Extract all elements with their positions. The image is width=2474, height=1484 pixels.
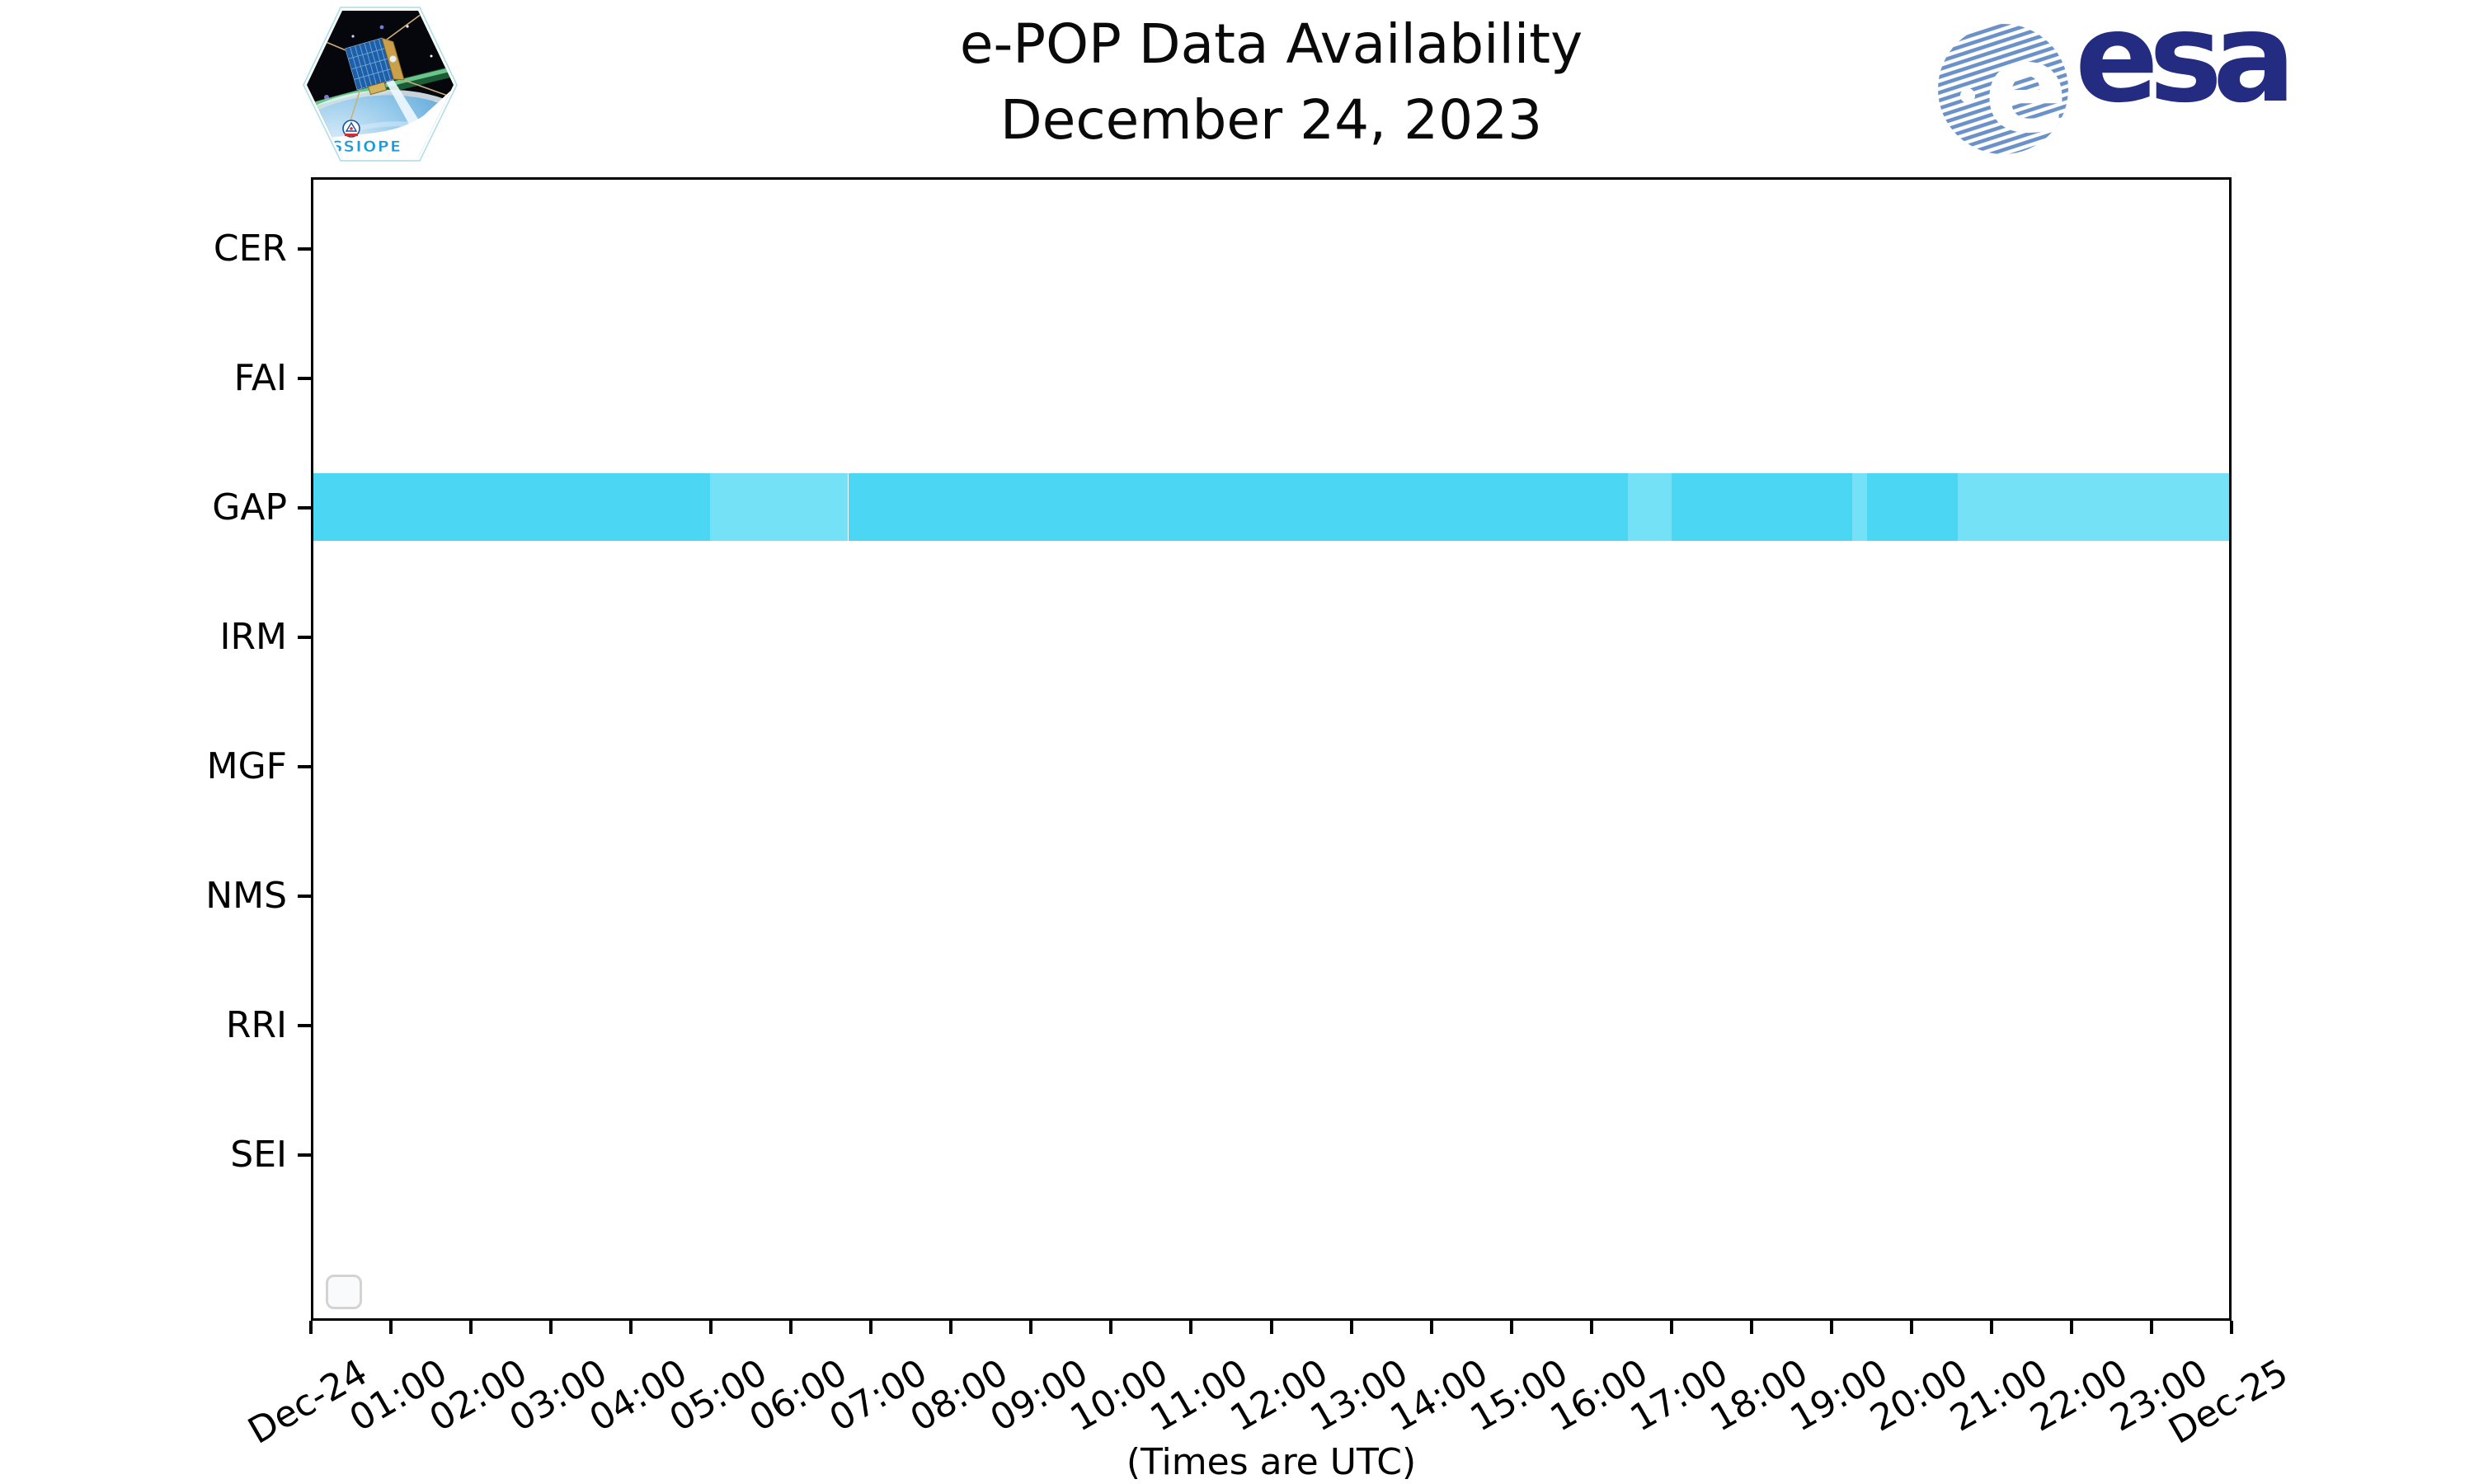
y-tick-mark xyxy=(298,377,311,380)
chart-title-block: e-POP Data Availability December 24, 202… xyxy=(577,7,1965,158)
x-tick-mark xyxy=(2069,1321,2073,1334)
x-tick-mark xyxy=(549,1321,553,1334)
x-tick-mark xyxy=(1669,1321,1673,1334)
x-tick-mark xyxy=(949,1321,953,1334)
y-tick-label-rri: RRI xyxy=(225,1004,287,1046)
x-tick-mark xyxy=(1349,1321,1353,1334)
gap-availability-segment xyxy=(1866,473,1958,541)
x-axis-label: (Times are UTC) xyxy=(1126,1441,1417,1483)
y-tick-mark xyxy=(298,506,311,510)
y-tick-label-nms: NMS xyxy=(205,875,287,917)
x-tick-mark xyxy=(1829,1321,1833,1334)
esa-wordmark: esa xyxy=(2075,0,2296,130)
x-tick-mark xyxy=(1269,1321,1273,1334)
y-tick-label-sei: SEI xyxy=(230,1134,287,1176)
y-tick-label-mgf: MGF xyxy=(206,745,287,787)
x-tick-mark xyxy=(1749,1321,1753,1334)
agency-emblem-icon xyxy=(342,120,360,138)
gap-availability-segment xyxy=(848,473,1629,541)
chart-title: e-POP Data Availability xyxy=(959,12,1583,76)
x-tick-mark xyxy=(1589,1321,1593,1334)
gap-availability-segment xyxy=(710,473,849,541)
patch-swoosh xyxy=(307,85,454,157)
esa-globe-icon: e xyxy=(1938,21,2068,157)
x-tick-mark xyxy=(1909,1321,1913,1334)
x-tick-mark xyxy=(1189,1321,1193,1334)
y-tick-mark xyxy=(298,247,311,251)
cassiope-label: CASSIOPE xyxy=(305,138,402,156)
chart-subtitle: December 24, 2023 xyxy=(999,88,1543,152)
gap-availability-segment xyxy=(313,473,711,541)
x-tick-mark xyxy=(1109,1321,1113,1334)
x-tick-mark xyxy=(1029,1321,1033,1334)
x-tick-mark xyxy=(2230,1321,2233,1334)
esa-logo: e esa xyxy=(1936,0,2324,160)
y-tick-mark xyxy=(298,1153,311,1157)
x-tick-mark xyxy=(709,1321,713,1334)
x-tick-mark xyxy=(869,1321,873,1334)
legend-box xyxy=(326,1275,362,1309)
plot-area xyxy=(311,177,2232,1321)
y-tick-mark xyxy=(298,636,311,639)
y-tick-mark xyxy=(298,1024,311,1027)
x-tick-mark xyxy=(469,1321,473,1334)
y-tick-label-cer: CER xyxy=(213,228,287,270)
x-tick-mark xyxy=(1509,1321,1513,1334)
x-tick-mark xyxy=(1429,1321,1433,1334)
x-tick-mark xyxy=(389,1321,393,1334)
patch-artwork: CASSIOPE xyxy=(305,11,454,157)
x-tick-mark xyxy=(309,1321,313,1334)
gap-availability-segment xyxy=(1628,473,1672,541)
cassiope-mission-patch: CASSIOPE xyxy=(303,7,458,162)
x-tick-mark xyxy=(789,1321,793,1334)
x-tick-mark xyxy=(2149,1321,2153,1334)
gap-availability-segment xyxy=(1957,473,2229,541)
x-tick-mark xyxy=(1989,1321,1993,1334)
y-tick-mark xyxy=(298,895,311,898)
y-tick-label-gap: GAP xyxy=(212,486,287,528)
y-tick-label-irm: IRM xyxy=(219,616,287,658)
svg-text:e: e xyxy=(1984,21,2068,157)
y-tick-label-fai: FAI xyxy=(233,357,287,399)
gap-availability-segment xyxy=(1852,473,1867,541)
y-tick-mark xyxy=(298,765,311,768)
x-tick-mark xyxy=(629,1321,633,1334)
gap-availability-segment xyxy=(1672,473,1853,541)
